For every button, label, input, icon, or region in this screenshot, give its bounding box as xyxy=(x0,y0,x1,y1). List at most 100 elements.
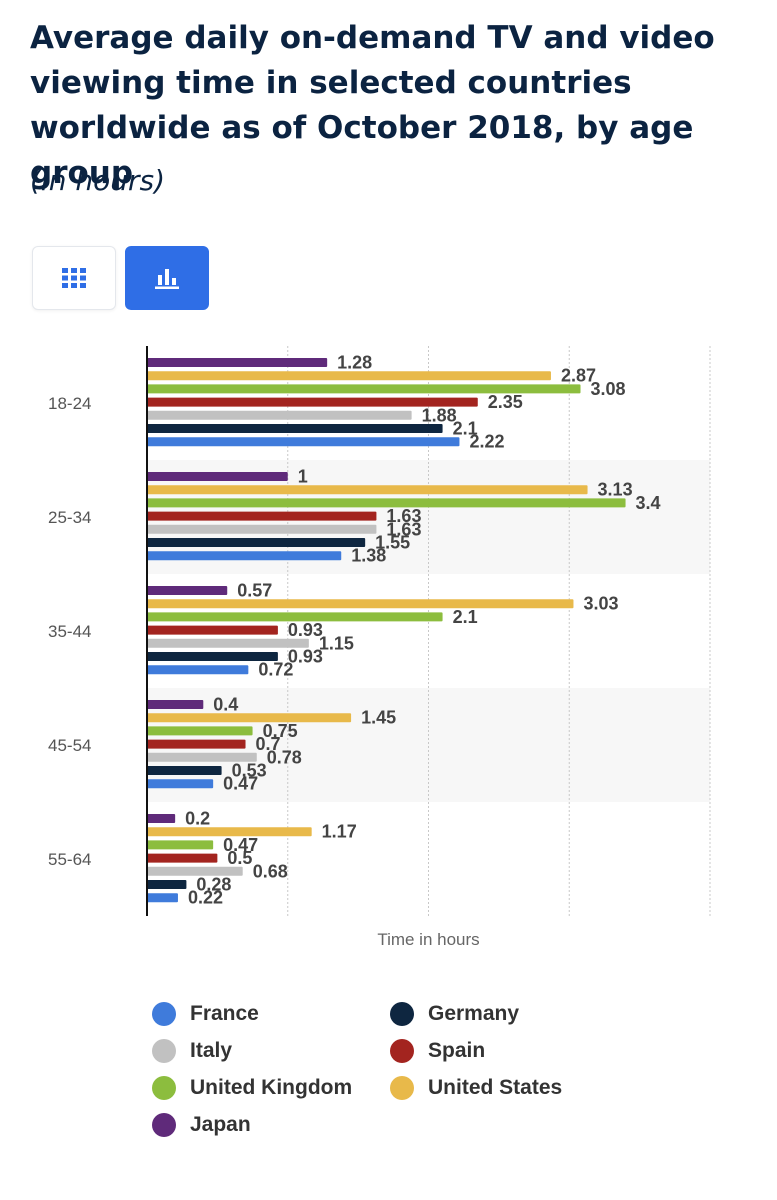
data-label: 0.4 xyxy=(213,695,238,715)
legend-swatch xyxy=(152,1038,176,1063)
legend-item-united-kingdom[interactable]: United Kingdom xyxy=(152,1074,390,1101)
bar-spain-35-44[interactable] xyxy=(147,625,278,635)
legend-swatch xyxy=(152,1112,176,1137)
data-label: 2.1 xyxy=(453,607,478,627)
data-label: 1.15 xyxy=(319,633,354,653)
data-label: 0.57 xyxy=(237,581,272,601)
legend-label: Italy xyxy=(190,1038,233,1062)
legend-item-germany[interactable]: Germany xyxy=(390,1000,640,1027)
bar-japan-18-24[interactable] xyxy=(147,358,328,367)
data-label: 1.63 xyxy=(386,519,421,539)
legend-swatch xyxy=(152,1075,176,1100)
chart-view-button[interactable] xyxy=(125,246,209,310)
bar-united-kingdom-45-54[interactable] xyxy=(147,726,253,736)
bar-spain-45-54[interactable] xyxy=(147,739,246,749)
legend-item-italy[interactable]: Italy xyxy=(152,1037,390,1064)
x-axis-label: Time in hours xyxy=(377,930,479,949)
legend-label: Japan xyxy=(190,1112,251,1136)
data-label: 0.22 xyxy=(188,888,223,908)
data-label: 1.28 xyxy=(337,353,372,373)
data-label: 3.03 xyxy=(583,594,618,614)
bar-italy-25-34[interactable] xyxy=(147,524,377,534)
bar-united-states-55-64[interactable] xyxy=(147,827,312,837)
category-label: 45-54 xyxy=(48,736,91,755)
data-label: 1.88 xyxy=(422,405,457,425)
bar-japan-35-44[interactable] xyxy=(147,586,228,595)
legend-label: Spain xyxy=(428,1038,486,1062)
bar-germany-55-64[interactable] xyxy=(147,880,187,889)
bar-france-55-64[interactable] xyxy=(147,893,178,903)
data-label: 0.2 xyxy=(185,809,210,829)
data-label: 0.93 xyxy=(288,620,323,640)
bar-france-45-54[interactable] xyxy=(147,779,214,789)
bar-united-kingdom-35-44[interactable] xyxy=(147,612,443,622)
grid-icon xyxy=(62,268,86,288)
bar-spain-18-24[interactable] xyxy=(147,397,478,407)
bar-spain-25-34[interactable] xyxy=(147,511,377,521)
data-label: 0.53 xyxy=(232,761,267,781)
data-label: 3.08 xyxy=(591,379,626,399)
legend-swatch xyxy=(390,1075,414,1100)
data-label: 1.17 xyxy=(322,822,357,842)
data-label: 1.55 xyxy=(375,533,410,553)
bar-chart: 1.282.873.082.351.882.12.2218-2413.133.4… xyxy=(48,346,711,949)
bar-united-states-45-54[interactable] xyxy=(147,713,352,723)
bar-france-25-34[interactable] xyxy=(147,551,342,561)
bar-germany-35-44[interactable] xyxy=(147,652,278,661)
data-label: 3.13 xyxy=(598,480,633,500)
category-label: 55-64 xyxy=(48,850,91,869)
legend-swatch xyxy=(152,1001,176,1026)
data-label: 0.93 xyxy=(288,647,323,667)
bar-united-kingdom-25-34[interactable] xyxy=(147,498,626,508)
data-label: 3.4 xyxy=(636,493,661,513)
bar-united-states-35-44[interactable] xyxy=(147,599,574,609)
chart-title: Average daily on-demand TV and video vie… xyxy=(30,20,715,191)
data-label: 0.78 xyxy=(267,747,302,767)
bar-spain-55-64[interactable] xyxy=(147,853,218,863)
bar-italy-35-44[interactable] xyxy=(147,638,309,648)
bar-italy-55-64[interactable] xyxy=(147,866,243,876)
bar-france-18-24[interactable] xyxy=(147,437,460,447)
data-label: 0.75 xyxy=(263,721,298,741)
data-label: 0.68 xyxy=(253,861,288,881)
legend-swatch xyxy=(390,1001,414,1026)
data-label: 1 xyxy=(298,467,308,487)
bar-germany-45-54[interactable] xyxy=(147,766,222,775)
bar-united-states-25-34[interactable] xyxy=(147,485,588,495)
category-label: 35-44 xyxy=(48,622,91,641)
bar-japan-25-34[interactable] xyxy=(147,472,288,481)
data-label: 0.7 xyxy=(256,734,281,754)
bar-japan-55-64[interactable] xyxy=(147,814,176,823)
bar-germany-25-34[interactable] xyxy=(147,538,366,547)
data-label: 1.38 xyxy=(351,546,386,566)
bar-italy-45-54[interactable] xyxy=(147,752,257,762)
category-label: 18-24 xyxy=(48,394,91,413)
data-label: 0.5 xyxy=(227,848,252,868)
legend-label: France xyxy=(190,1001,259,1025)
legend-item-spain[interactable]: Spain xyxy=(390,1037,640,1064)
legend-swatch xyxy=(390,1038,414,1063)
bar-france-35-44[interactable] xyxy=(147,665,249,675)
bar-germany-18-24[interactable] xyxy=(147,424,443,433)
bar-united-kingdom-55-64[interactable] xyxy=(147,840,214,850)
data-label: 2.87 xyxy=(561,366,596,386)
data-label: 2.1 xyxy=(453,419,478,439)
legend-label: Germany xyxy=(428,1001,520,1025)
chart-subtitle: (in hours) xyxy=(30,164,165,197)
data-label: 1.63 xyxy=(386,506,421,526)
data-label: 0.47 xyxy=(223,835,258,855)
data-label: 2.22 xyxy=(469,432,504,452)
data-label: 0.47 xyxy=(223,774,258,794)
data-label: 0.28 xyxy=(196,875,231,895)
table-view-button[interactable] xyxy=(32,246,116,310)
legend-item-france[interactable]: France xyxy=(152,1000,390,1027)
data-label: 1.45 xyxy=(361,708,396,728)
bar-united-kingdom-18-24[interactable] xyxy=(147,384,581,394)
bar-chart-icon xyxy=(155,269,179,289)
data-label: 0.72 xyxy=(258,660,293,680)
legend-item-japan[interactable]: Japan xyxy=(152,1111,390,1138)
bar-japan-45-54[interactable] xyxy=(147,700,204,709)
bar-united-states-18-24[interactable] xyxy=(147,371,551,381)
legend-item-united-states[interactable]: United States xyxy=(390,1074,640,1101)
bar-italy-18-24[interactable] xyxy=(147,410,412,420)
